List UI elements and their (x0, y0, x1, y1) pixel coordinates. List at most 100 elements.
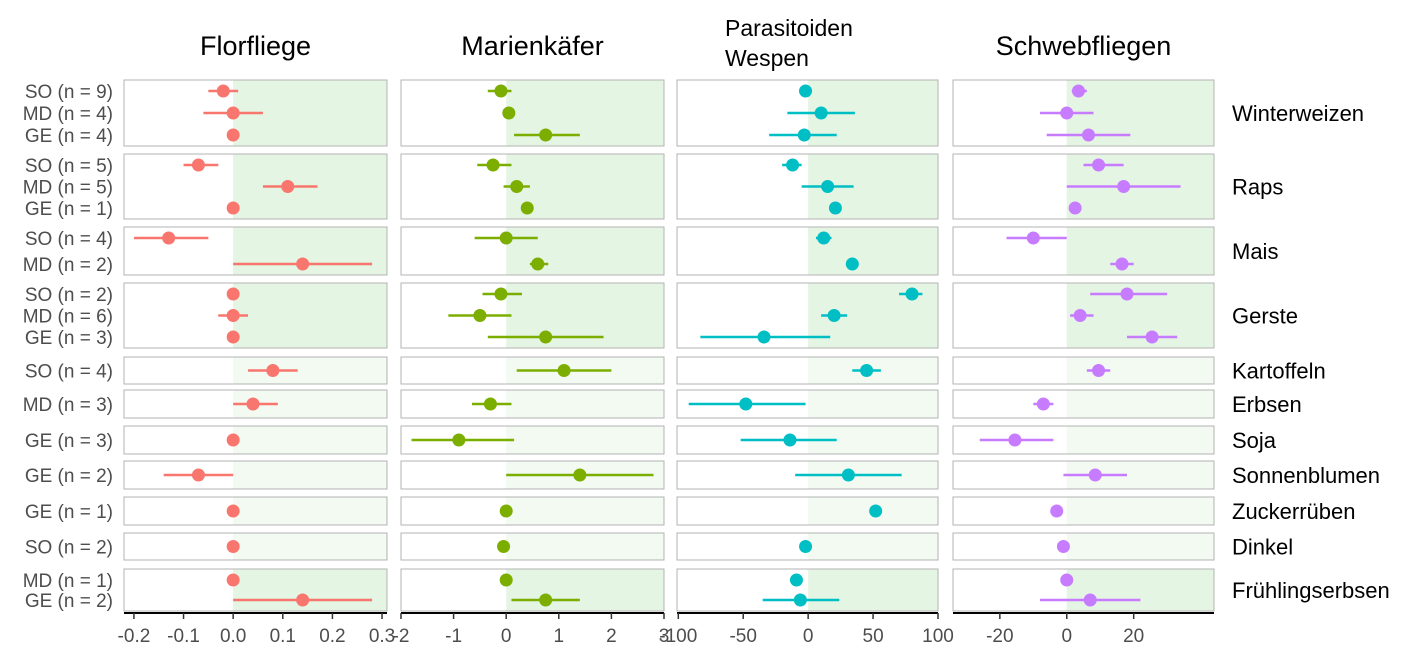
estimate-point (1088, 468, 1102, 482)
estimate-point (869, 504, 883, 518)
estimate-point (539, 593, 553, 607)
x-tick-label: 2 (606, 626, 617, 646)
row-label: MD (n = 6) (23, 307, 113, 328)
row-label: MD (n = 2) (23, 255, 113, 276)
estimate-point (226, 309, 240, 322)
x-tick-label: -100 (659, 626, 697, 646)
estimate-point (539, 128, 553, 142)
crop-label: Sonnenblumen (1232, 463, 1380, 488)
positive-region (1066, 390, 1214, 418)
panel-border (676, 79, 939, 147)
positive-region (506, 533, 664, 560)
x-tick-label: 0.1 (270, 626, 296, 646)
positive-region (233, 461, 387, 489)
estimate-point (1092, 158, 1106, 172)
estimate-point (499, 231, 513, 245)
estimate-point (486, 158, 500, 172)
estimate-point (793, 593, 807, 607)
panel-border (123, 568, 388, 612)
estimate-point (531, 257, 545, 271)
positive-region (506, 227, 664, 275)
row-label: GE (n = 4) (25, 126, 113, 147)
positive-region (808, 390, 938, 418)
estimate-point (1092, 364, 1106, 377)
estimate-point (510, 180, 524, 193)
panel-border (676, 496, 939, 526)
row-label: GE (n = 2) (25, 466, 113, 487)
crop-label: Gerste (1232, 304, 1298, 329)
panel-border (952, 153, 1215, 220)
estimate-point (499, 504, 513, 518)
estimate-point (226, 201, 240, 215)
panel-border (123, 425, 388, 455)
estimate-point (191, 158, 205, 172)
panel-border (400, 153, 665, 220)
estimate-point (226, 287, 240, 301)
row-label: MD (n = 5) (23, 178, 113, 199)
panel-border (676, 460, 939, 490)
row-label: SO (n = 2) (25, 538, 113, 559)
panel-border (400, 460, 665, 490)
estimate-point (1026, 231, 1040, 245)
x-tick-label: -0.1 (167, 626, 200, 646)
x-tick-label: 0 (501, 626, 512, 646)
estimate-point (473, 309, 487, 322)
x-tick-label: 3 (659, 626, 670, 646)
panel-border (123, 226, 388, 276)
estimate-point (494, 287, 508, 301)
estimate-point (905, 287, 919, 301)
x-tick-label: -2 (393, 626, 410, 646)
panel-border (400, 356, 665, 385)
estimate-point (557, 364, 571, 377)
positive-region (1066, 497, 1214, 525)
panel-border (123, 496, 388, 526)
row-label: SO (n = 4) (25, 229, 113, 250)
panel-border (400, 532, 665, 561)
x-tick-label: 0.3 (369, 626, 395, 646)
estimate-point (1145, 330, 1159, 344)
panel-border (123, 153, 388, 220)
column-title-line: Wespen (725, 45, 809, 71)
x-tick-label: 0.0 (220, 626, 246, 646)
estimate-point (573, 468, 587, 482)
estimate-point (226, 128, 240, 142)
estimate-point (1083, 593, 1097, 607)
panel-border (676, 425, 939, 455)
estimate-point (1082, 128, 1096, 142)
estimate-point (1056, 540, 1070, 553)
estimate-point (539, 330, 553, 344)
crop-label: Erbsen (1232, 392, 1302, 417)
panel-border (952, 282, 1215, 349)
row-label: MD (n = 4) (23, 104, 113, 125)
x-tick-label: 1 (554, 626, 565, 646)
panel-border (676, 153, 939, 220)
panel-border (400, 79, 665, 147)
estimate-point (226, 573, 240, 587)
panel-border (952, 532, 1215, 561)
estimate-point (817, 231, 831, 245)
estimate-point (1036, 397, 1050, 411)
panel-border (952, 226, 1215, 276)
panel-border (676, 356, 939, 385)
crop-label: Dinkel (1232, 535, 1293, 560)
column-title-line: Parasitoiden (725, 15, 853, 41)
estimate-point (786, 158, 800, 172)
estimate-point (841, 468, 855, 482)
crop-label: Winterweizen (1232, 101, 1364, 126)
panel-border (676, 532, 939, 561)
positive-region (233, 569, 387, 611)
estimate-point (845, 257, 859, 271)
panel-border (123, 460, 388, 490)
x-tick-label: 0 (803, 626, 814, 646)
x-tick-label: 100 (922, 626, 954, 646)
row-label: MD (n = 1) (23, 571, 113, 592)
positive-region (506, 426, 664, 454)
estimate-point (483, 397, 497, 411)
estimate-point (799, 540, 813, 553)
positive-region (506, 497, 664, 525)
estimate-point (296, 257, 310, 271)
estimate-point (226, 504, 240, 518)
estimate-point (827, 309, 841, 322)
estimate-point (1050, 504, 1064, 518)
panel-border (400, 226, 665, 276)
